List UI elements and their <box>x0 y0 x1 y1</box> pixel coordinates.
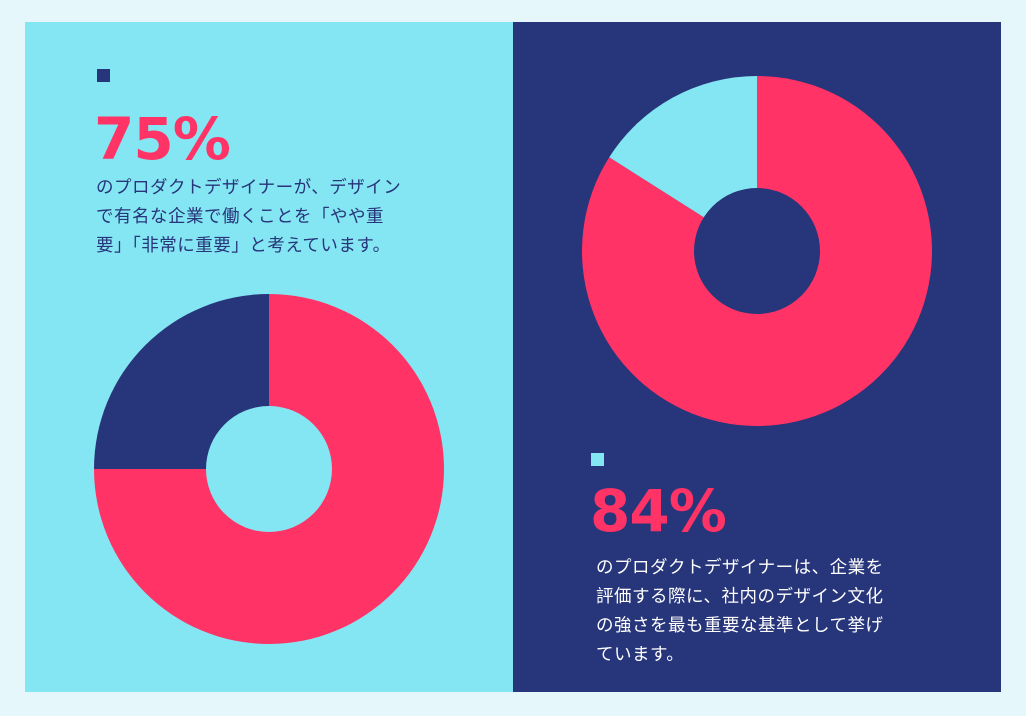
right-caption-line-3: の強さを最も重要な基準として挙げ <box>596 616 884 636</box>
left-marker <box>97 69 110 82</box>
left-donut-hole <box>206 406 332 532</box>
right-donut-hole <box>694 188 820 314</box>
left-donut-chart <box>94 294 444 644</box>
right-caption: のプロダクトデザイナーは、企業を 評価する際に、社内のデザイン文化 の強さを最も… <box>596 554 884 670</box>
left-caption-line-3: 要」「非常に重要」と考えています。 <box>96 236 391 256</box>
left-panel: 75% のプロダクトデザイナーが、デザイン で有名な企業で働くことを「やや重 要… <box>25 22 513 692</box>
right-panel: 84% のプロダクトデザイナーは、企業を 評価する際に、社内のデザイン文化 の強… <box>513 22 1001 692</box>
left-stat: 75% <box>94 105 231 173</box>
right-caption-line-1: のプロダクトデザイナーは、企業を <box>596 558 884 578</box>
left-caption-line-1: のプロダクトデザイナーが、デザイン <box>96 178 402 198</box>
right-donut-chart <box>582 76 932 426</box>
left-caption: のプロダクトデザイナーが、デザイン で有名な企業で働くことを「やや重 要」「非常… <box>96 174 401 261</box>
right-caption-line-4: ています。 <box>596 645 685 665</box>
left-caption-line-2: で有名な企業で働くことを「やや重 <box>96 207 384 227</box>
right-stat: 84% <box>590 477 727 545</box>
right-marker <box>591 453 604 466</box>
right-caption-line-2: 評価する際に、社内のデザイン文化 <box>596 587 884 607</box>
